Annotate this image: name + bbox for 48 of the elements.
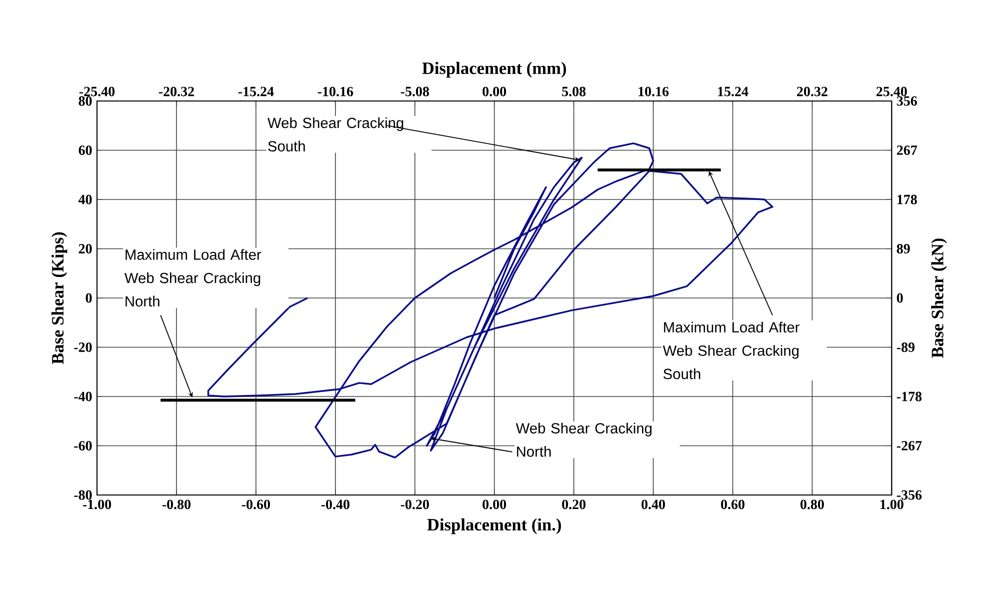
x-tick-label: 0.40	[642, 500, 665, 510]
x2-tick-label: 10.16	[638, 86, 669, 96]
x2-axis-title: Displacement (mm)	[422, 62, 566, 78]
y-tick-label: 40	[78, 194, 92, 204]
x-tick-label: -0.60	[242, 500, 270, 510]
y-tick-label: 80	[78, 96, 92, 106]
x2-tick-label: -5.08	[400, 86, 429, 96]
y-tick-label: -60	[74, 441, 92, 450]
y2-tick-label: -356	[896, 490, 922, 500]
x-tick-label: 0.80	[800, 500, 824, 510]
annotation: Web Shear Cracking South	[268, 117, 404, 152]
x2-tick-label: 20.32	[797, 86, 828, 96]
y2-tick-label: 267	[896, 146, 918, 155]
x-tick-label: -0.40	[321, 500, 350, 510]
x-tick-label: -0.20	[400, 500, 429, 510]
x2-tick-label: -20.32	[158, 86, 194, 96]
annotation: Maximum Load After Web Shear Cracking South	[662, 322, 800, 380]
y-tick-label: 0	[86, 293, 92, 303]
x2-tick-label: 15.24	[718, 86, 748, 96]
y-tick-label: -20	[74, 342, 92, 352]
y2-tick-label: -178	[896, 392, 922, 402]
y2-tick-label: -267	[896, 441, 922, 450]
x-tick-label: 0.60	[721, 500, 744, 510]
x-tick-label: 0.00	[482, 500, 506, 510]
y2-tick-label: 0	[896, 293, 903, 303]
y2-tick-label: -89	[896, 342, 915, 352]
y2-tick-label: 178	[898, 194, 917, 204]
y-axis-title: Base Shear (Kips)	[51, 232, 68, 364]
annotation: Maximum Load After Web Shear Cracking North	[124, 249, 262, 307]
y2-tick-label: 89	[896, 244, 910, 254]
x2-tick-label: 25.40	[876, 86, 907, 96]
y-tick-label: 60	[78, 146, 92, 155]
annotation: Web Shear Cracking North	[516, 422, 652, 457]
x-tick-label: 0.20	[562, 500, 586, 510]
y2-axis-title: Base Shear (kN)	[931, 238, 947, 358]
y2-tick-label: 356	[896, 96, 917, 106]
x-axis-title: Displacement (in.)	[427, 518, 561, 534]
x-tick-label: 1.00	[880, 500, 904, 510]
y-tick-label: 20	[78, 244, 92, 254]
x-tick-label: -0.80	[162, 500, 191, 510]
x-tick-label: -1.00	[82, 500, 112, 510]
x2-tick-label: -25.40	[79, 86, 115, 96]
y-tick-label: -40	[74, 392, 92, 402]
x2-tick-label: -10.16	[318, 86, 354, 96]
x2-tick-label: 5.08	[562, 86, 586, 96]
x2-tick-label: 0.00	[482, 86, 506, 96]
y-tick-label: -80	[74, 490, 92, 500]
x2-tick-label: -15.24	[238, 86, 274, 96]
